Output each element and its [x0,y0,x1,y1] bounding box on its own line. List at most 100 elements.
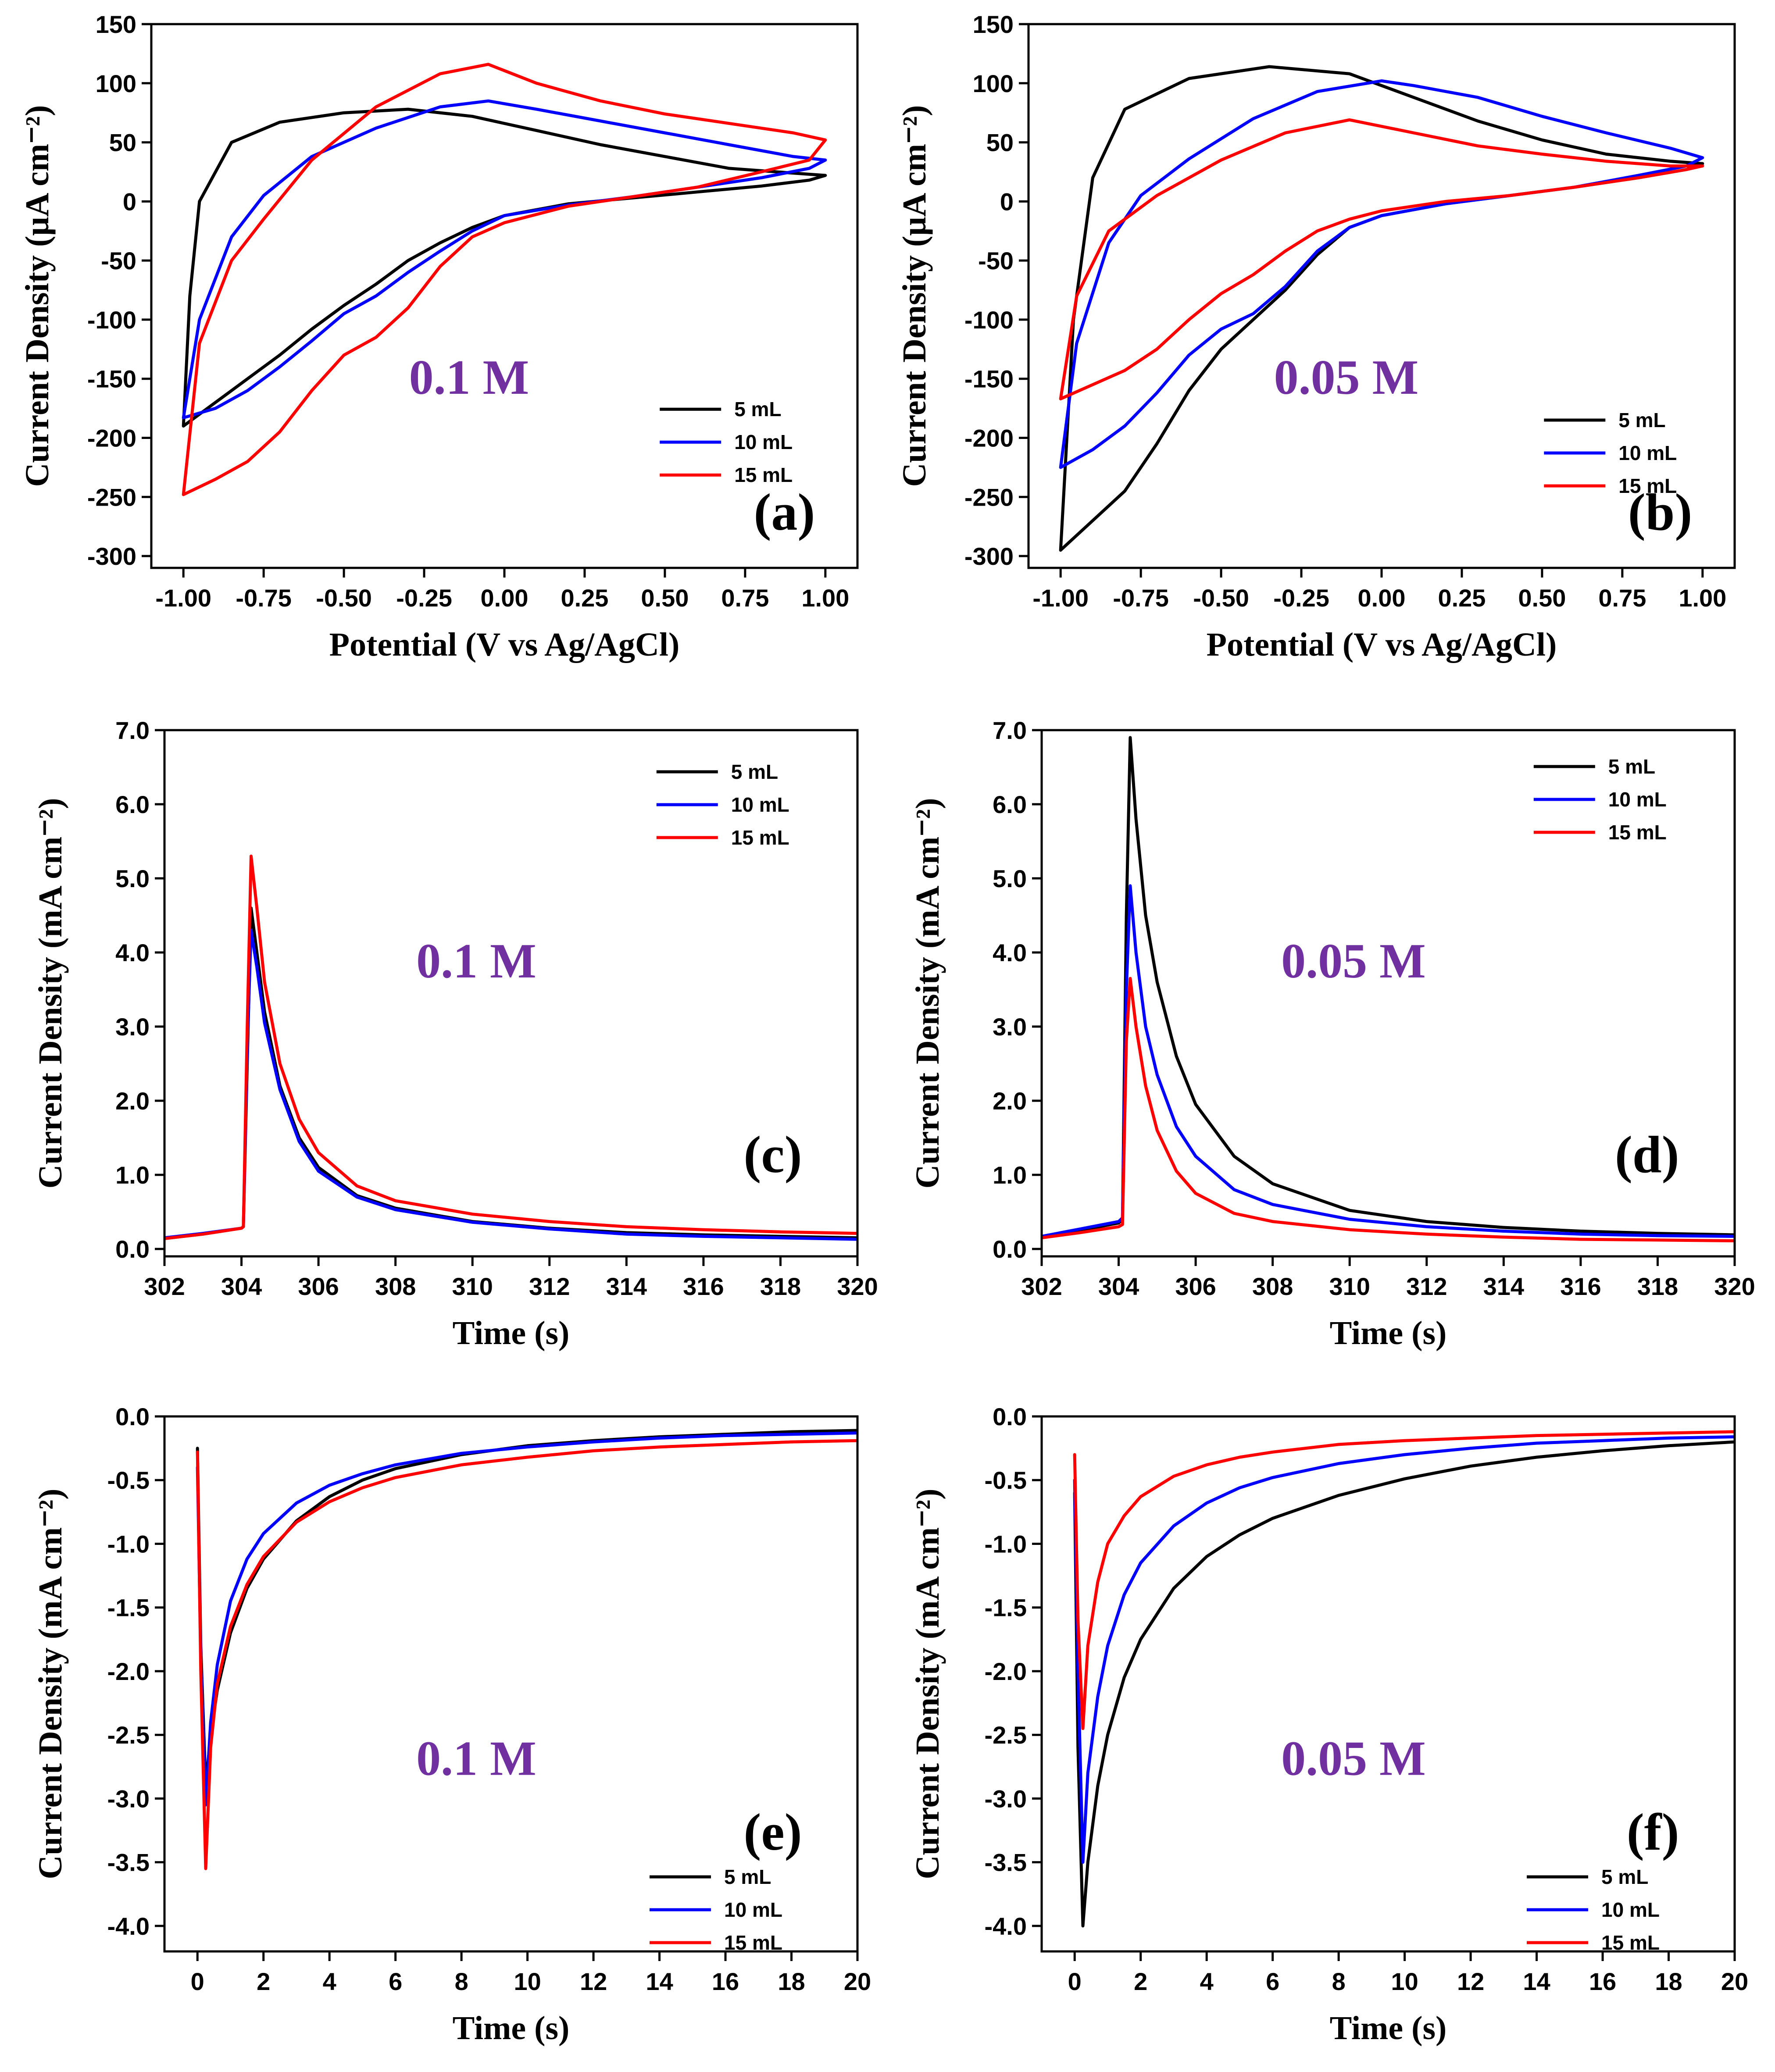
x-axis-title: Time (s) [1330,2010,1447,2047]
panel-label: (f) [1627,1803,1679,1861]
x-tick-label: 306 [1175,1273,1216,1300]
chart-panel-a: -1.00 -0.75 -0.50 -0.25 0.00 0.25 0.50 0.75 1.00… [19,11,859,663]
x-tick-label: 6 [389,1968,402,1995]
x-tick-label: -0.50 [316,584,372,612]
legend-label: 15 mL [731,826,789,849]
x-tick-label: 16 [712,1968,739,1995]
x-tick-label: 320 [837,1273,878,1300]
x-tick-label: 8 [1332,1968,1346,1995]
x-tick-label: 18 [778,1968,805,1995]
series-group [1059,65,1704,552]
x-tick-label: 310 [1329,1273,1370,1300]
x-tick-label: 312 [1406,1273,1447,1300]
y-axis-title: Current Density (mA cm⁻²) [32,798,69,1189]
y-tick-label: -4.0 [107,1912,150,1940]
x-tick-label: -1.00 [155,584,211,612]
x-tick-label: 318 [760,1273,801,1300]
x-tick-label: 308 [1252,1273,1293,1300]
legend-label: 15 mL [1608,821,1667,844]
y-tick-label: -1.5 [107,1594,150,1622]
y-tick-label: 0.0 [115,1403,150,1430]
legend-label: 15 mL [734,464,793,486]
panel-label: (b) [1628,483,1693,541]
y-tick-label: -0.5 [107,1466,150,1494]
legend: 5 mL 10 mL 15 mL [1533,755,1667,844]
x-axis-title: Potential (V vs Ag/AgCl) [1207,626,1557,663]
x-tick-label: 0.25 [1438,584,1486,612]
x-tick-label: 2 [1134,1968,1147,1995]
series-line-10ml [196,1431,857,1807]
y-tick-label: -200 [87,424,136,452]
x-tick-label: 12 [580,1968,607,1995]
series-line-10ml [182,99,827,420]
legend-label: 10 mL [1601,1898,1660,1921]
x-tick-label: 304 [1098,1273,1139,1300]
chart-panel-e: 0 2 4 6 8 10 12 14 16 18 20 0.0 -0.5 -1.0 -1.5 -2.0 -2.5… [32,1403,871,2047]
y-tick-label: 4.0 [993,939,1027,966]
legend-label: 10 mL [724,1898,782,1921]
y-tick-label: 0 [123,188,136,215]
y-tick-label: -2.0 [107,1658,150,1685]
y-tick-label: -50 [101,247,136,275]
panel-label: (a) [754,483,815,541]
y-tick-label: -300 [964,542,1014,570]
y-tick-label: -3.0 [985,1785,1027,1812]
legend-label: 10 mL [731,793,789,816]
x-tick-label: 316 [1560,1273,1601,1300]
x-tick-label: 304 [221,1273,262,1300]
y-tick-label: -250 [87,483,136,511]
legend-label: 5 mL [1601,1865,1648,1888]
x-tick-label: 0.00 [481,584,529,612]
x-tick-label: 0.75 [1598,584,1646,612]
y-tick-label: -1.5 [985,1594,1027,1622]
y-tick-label: 50 [109,129,136,157]
y-tick-label: 0.0 [115,1235,150,1263]
x-axis-title: Time (s) [453,2010,570,2047]
series-line-5ml [1073,1440,1735,1928]
y-tick-label: 2.0 [993,1087,1027,1115]
x-tick-label: -1.00 [1032,584,1089,612]
y-tick-label: 2.0 [115,1087,150,1115]
x-tick-label: 0.25 [561,584,608,612]
panel-label: (e) [743,1803,802,1861]
chart-panel-d: 302 304 306 308 310 312 314 316 318 320 0.0 1.0 2.0 3… [909,717,1755,1352]
x-tick-label: 4 [323,1968,336,1995]
plot-frame [1040,1415,1736,1953]
x-tick-label: 0 [191,1968,204,1995]
legend: 5 mL 10 mL 15 mL [1544,409,1677,497]
x-tick-label: 316 [683,1273,724,1300]
x-tick-label: 320 [1714,1273,1755,1300]
x-tick-label: -0.25 [1273,584,1329,612]
concentration-label: 0.05 M [1274,350,1419,405]
concentration-label: 0.05 M [1281,1731,1426,1786]
legend: 5 mL 10 mL 15 mL [656,760,789,849]
x-tick-label: -0.75 [236,584,292,612]
x-tick-label: 0 [1068,1968,1082,1995]
legend-label: 5 mL [734,398,781,421]
y-axis-title: Current Density (mA cm⁻²) [32,1489,69,1879]
x-axis-title: Time (s) [453,1315,570,1352]
series-line-10ml [1059,79,1704,469]
x-tick-label: 0.50 [1518,584,1566,612]
y-tick-label: 3.0 [993,1013,1027,1041]
legend-label: 15 mL [1618,474,1677,497]
series-group [1042,736,1735,1242]
y-tick-label: -150 [87,365,136,393]
y-tick-label: 150 [96,11,136,38]
y-tick-label: -250 [964,483,1014,511]
series-group [182,63,827,496]
x-tick-label: 4 [1200,1968,1214,1995]
x-tick-label: 314 [1483,1273,1524,1300]
plot-frame [163,1415,859,1953]
panel-label: (c) [743,1125,802,1184]
chart-panel-f: 0 2 4 6 8 10 12 14 16 18 20 0.0 -0.5 -1.0 -1.5 -2.0 -2.5… [909,1403,1748,2047]
x-tick-label: 2 [257,1968,270,1995]
x-tick-label: 0.00 [1358,584,1406,612]
x-tick-label: 312 [529,1273,570,1300]
series-line-15ml [164,854,857,1240]
y-tick-label: 100 [96,70,136,97]
legend: 5 mL 10 mL 15 mL [660,398,793,486]
y-tick-label: 1.0 [115,1161,150,1189]
y-tick-label: -2.0 [985,1658,1027,1685]
y-tick-label: 0 [1000,188,1014,215]
